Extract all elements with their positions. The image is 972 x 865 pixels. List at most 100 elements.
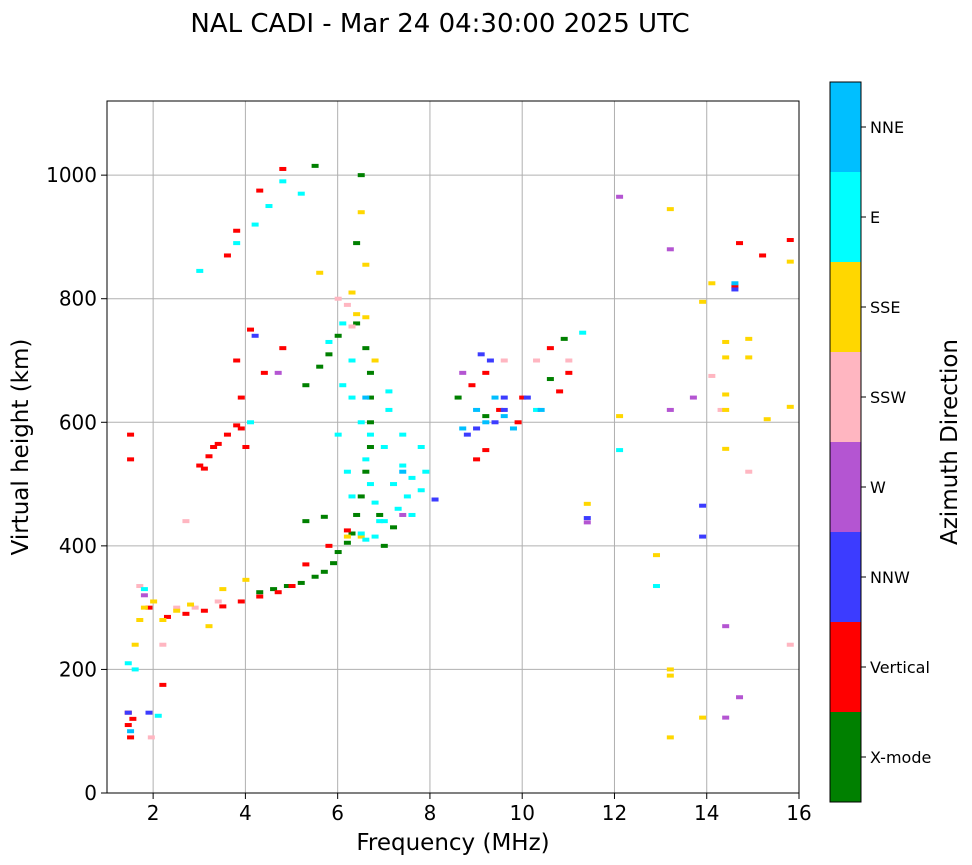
data-point-w: [616, 194, 624, 199]
x-axis-label: Frequency (MHz): [356, 830, 549, 856]
data-point-nnw: [699, 503, 707, 508]
x-tick-label: 6: [331, 801, 344, 825]
data-point-e: [652, 584, 660, 589]
data-point-ssw: [348, 324, 356, 329]
data-point-x-mode: [311, 163, 319, 168]
data-point-x-mode: [297, 580, 305, 585]
data-point-vertical: [546, 346, 554, 351]
data-point-nnw: [500, 395, 508, 400]
data-point-nne: [362, 395, 370, 400]
colorbar-segment: [830, 712, 861, 802]
data-point-nne: [500, 414, 508, 419]
plot-frame: [106, 100, 800, 794]
data-point-e: [616, 448, 624, 453]
data-point-e: [371, 500, 379, 505]
data-point-vertical: [288, 584, 296, 589]
data-point-sse: [343, 534, 351, 539]
data-point-x-mode: [330, 561, 338, 566]
data-point-e: [124, 661, 132, 666]
data-point-ssw: [214, 599, 222, 604]
data-point-e: [390, 482, 398, 487]
data-point-e: [408, 512, 416, 517]
data-point-x-mode: [366, 370, 374, 375]
data-point-vertical: [514, 420, 522, 425]
colorbar-segment: [830, 172, 861, 262]
colorbar-tick-label: SSW: [870, 388, 906, 407]
data-points: [124, 163, 794, 740]
data-point-e: [422, 469, 430, 474]
data-point-sse: [316, 270, 324, 275]
data-point-e: [348, 494, 356, 499]
data-point-sse: [666, 673, 674, 678]
x-tick-label: 4: [239, 801, 252, 825]
data-point-x-mode: [357, 494, 365, 499]
data-point-sse: [362, 315, 370, 320]
data-point-nnw: [583, 516, 591, 521]
data-point-nne: [459, 426, 467, 431]
data-point-vertical: [325, 543, 333, 548]
data-point-w: [583, 520, 591, 525]
data-point-nnw: [431, 497, 439, 502]
data-point-ssw: [136, 584, 144, 589]
data-point-vertical: [496, 407, 504, 412]
data-point-nne: [537, 407, 545, 412]
data-point-sse: [348, 290, 356, 295]
data-point-vertical: [279, 346, 287, 351]
data-point-e: [380, 445, 388, 449]
data-point-e: [533, 407, 541, 412]
data-point-vertical: [343, 528, 351, 533]
data-point-e: [325, 339, 333, 344]
colorbar-segment: [830, 352, 861, 442]
data-point-e: [279, 179, 287, 184]
y-axis-label: Virtual height (km): [8, 339, 34, 556]
data-point-x-mode: [316, 364, 324, 369]
data-point-vertical: [124, 723, 132, 728]
data-point-e: [334, 432, 342, 437]
data-point-nne: [473, 407, 481, 412]
data-point-sse: [357, 534, 365, 539]
data-point-e: [408, 475, 416, 480]
data-point-w: [399, 512, 407, 517]
colorbar-tick-label: NNE: [870, 118, 904, 137]
data-point-x-mode: [366, 395, 374, 400]
y-tick-label: 1000: [46, 163, 97, 187]
data-point-e: [251, 222, 259, 227]
data-point-vertical: [786, 238, 794, 243]
data-point-x-mode: [353, 321, 361, 326]
data-point-e: [357, 420, 365, 425]
data-point-ssw: [565, 358, 573, 363]
colorbar-tick-label: SSE: [870, 298, 900, 317]
data-point-vertical: [473, 457, 481, 462]
data-point-e: [399, 432, 407, 437]
data-point-w: [722, 715, 730, 720]
data-point-vertical: [519, 395, 527, 400]
data-point-vertical: [565, 370, 573, 375]
data-point-ssw: [745, 469, 753, 474]
data-point-e: [376, 519, 384, 524]
data-point-vertical: [127, 457, 135, 462]
data-point-x-mode: [376, 512, 384, 517]
data-point-x-mode: [334, 333, 342, 338]
data-point-e: [403, 494, 411, 499]
data-point-vertical: [196, 463, 204, 468]
data-point-vertical: [127, 432, 135, 437]
data-point-sse: [219, 587, 227, 592]
data-point-sse: [357, 210, 365, 215]
data-point-x-mode: [353, 512, 361, 517]
data-point-e: [343, 469, 351, 474]
data-point-w: [666, 407, 674, 412]
data-point-nne: [491, 395, 499, 400]
data-point-nnw: [145, 710, 153, 715]
data-point-nnw: [473, 426, 481, 431]
y-tick-label: 600: [59, 410, 97, 434]
data-point-sse: [362, 262, 370, 267]
data-point-sse: [722, 446, 730, 451]
data-point-vertical: [163, 614, 171, 619]
data-point-sse: [150, 599, 158, 604]
data-point-sse: [666, 207, 674, 212]
data-point-vertical: [256, 188, 264, 193]
x-tick-label: 8: [424, 801, 437, 825]
data-point-x-mode: [362, 469, 370, 474]
data-point-e: [348, 395, 356, 400]
colorbar-tick-label: Vertical: [870, 658, 930, 677]
